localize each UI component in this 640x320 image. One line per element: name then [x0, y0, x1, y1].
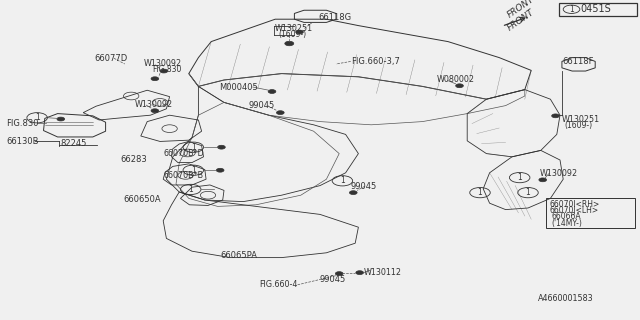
Text: 1: 1 [188, 185, 193, 194]
Circle shape [552, 114, 559, 118]
Circle shape [57, 117, 65, 121]
Text: W130092: W130092 [134, 100, 173, 109]
Text: 1: 1 [191, 166, 196, 175]
Text: 99045: 99045 [351, 182, 377, 191]
Circle shape [160, 69, 168, 73]
Text: 0451S: 0451S [580, 4, 611, 14]
Text: ('14MY-): ('14MY-) [552, 219, 582, 228]
Text: W130251: W130251 [275, 24, 314, 33]
Circle shape [349, 191, 357, 195]
Text: FIG.830: FIG.830 [6, 119, 39, 128]
Text: W130112: W130112 [364, 268, 401, 277]
Text: 66130B: 66130B [6, 137, 39, 146]
Text: 99045: 99045 [248, 101, 275, 110]
Text: 66070I<RH>: 66070I<RH> [549, 200, 600, 209]
Circle shape [218, 145, 225, 149]
Text: 660650A: 660650A [124, 196, 161, 204]
Text: 66065PA: 66065PA [221, 252, 258, 260]
Circle shape [296, 30, 303, 34]
Text: (1609-): (1609-) [278, 30, 307, 39]
Text: 82245: 82245 [61, 140, 87, 148]
Circle shape [335, 272, 343, 276]
Text: 66283: 66283 [120, 155, 147, 164]
Text: 1: 1 [569, 5, 574, 14]
Text: 99045: 99045 [320, 276, 346, 284]
Text: FIG.830: FIG.830 [152, 65, 182, 74]
Text: 1: 1 [35, 113, 40, 122]
Text: 66070B*D: 66070B*D [163, 149, 204, 158]
Circle shape [268, 90, 276, 93]
Text: 66066A: 66066A [552, 212, 581, 221]
Text: FRONT: FRONT [506, 0, 536, 20]
Text: (1609-): (1609-) [564, 121, 593, 130]
Circle shape [356, 271, 364, 275]
Text: 66070B*B: 66070B*B [163, 171, 204, 180]
Text: 66118G: 66118G [319, 13, 352, 22]
Text: W080002: W080002 [436, 76, 474, 84]
Text: A4660001583: A4660001583 [538, 294, 593, 303]
Text: W130092: W130092 [144, 60, 182, 68]
Circle shape [456, 84, 463, 88]
Text: 66077D: 66077D [95, 54, 128, 63]
Text: 1: 1 [477, 188, 483, 197]
Text: W130251: W130251 [562, 116, 600, 124]
Circle shape [151, 109, 159, 113]
Text: 1: 1 [191, 143, 196, 152]
Text: 1: 1 [340, 176, 345, 185]
Circle shape [539, 178, 547, 182]
Circle shape [216, 168, 224, 172]
Text: 1: 1 [525, 188, 531, 197]
Text: FIG.660-3,7: FIG.660-3,7 [351, 57, 399, 66]
Text: M000405: M000405 [219, 83, 258, 92]
Text: FRONT: FRONT [506, 7, 536, 32]
Text: 66118F: 66118F [562, 57, 593, 66]
Circle shape [151, 77, 159, 81]
Text: W130092: W130092 [540, 169, 578, 178]
Text: 66070J<LH>: 66070J<LH> [549, 206, 598, 215]
Circle shape [276, 111, 284, 115]
Circle shape [285, 41, 294, 46]
Text: 1: 1 [517, 173, 522, 182]
Text: FIG.660-4: FIG.660-4 [259, 280, 298, 289]
